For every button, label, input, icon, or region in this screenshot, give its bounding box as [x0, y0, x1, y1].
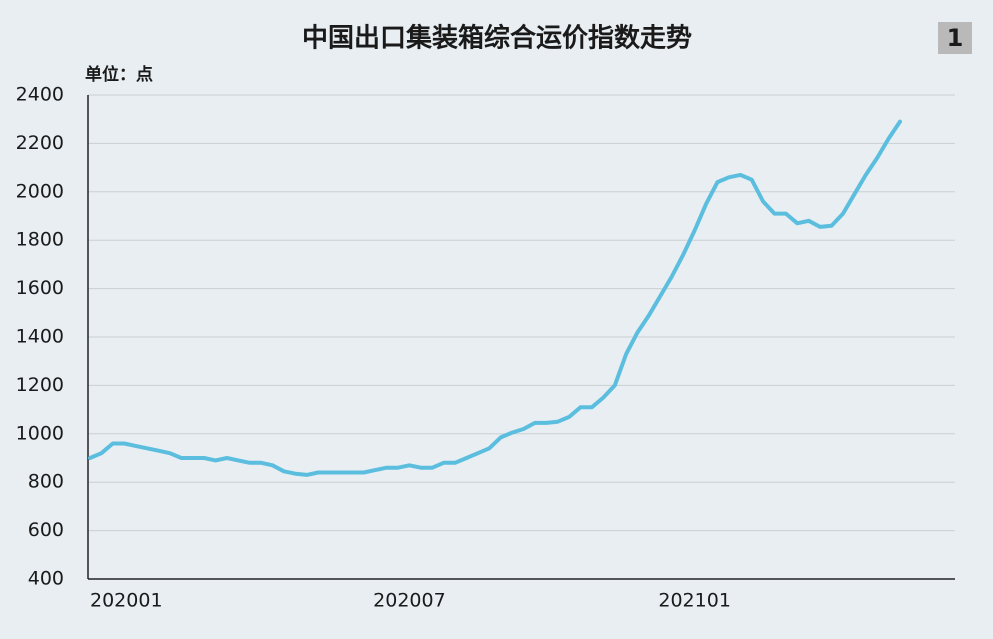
y-tick-label: 1600: [16, 277, 64, 299]
x-tick-label: 202101: [658, 590, 731, 612]
chart-title: 中国出口集装箱综合运价指数走势: [302, 23, 692, 54]
badge: 1: [947, 24, 964, 52]
line-series: [88, 119, 902, 477]
y-tick-label: 1200: [16, 374, 64, 396]
y-tick-label: 2000: [16, 180, 64, 202]
y-tick-label: 400: [28, 568, 64, 590]
x-tick-label: 202001: [90, 590, 163, 612]
x-tick-label: 202007: [373, 590, 446, 612]
y-tick-label: 1800: [16, 229, 64, 251]
y-tick-label: 800: [28, 471, 64, 493]
unit-label: 单位：点: [85, 64, 153, 85]
y-tick-label: 2200: [16, 132, 64, 154]
badge-box: [938, 22, 972, 54]
y-tick-label: 2400: [16, 84, 64, 106]
y-tick-label: 600: [28, 519, 64, 541]
y-tick-label: 1000: [16, 422, 64, 444]
y-tick-label: 1400: [16, 326, 64, 348]
